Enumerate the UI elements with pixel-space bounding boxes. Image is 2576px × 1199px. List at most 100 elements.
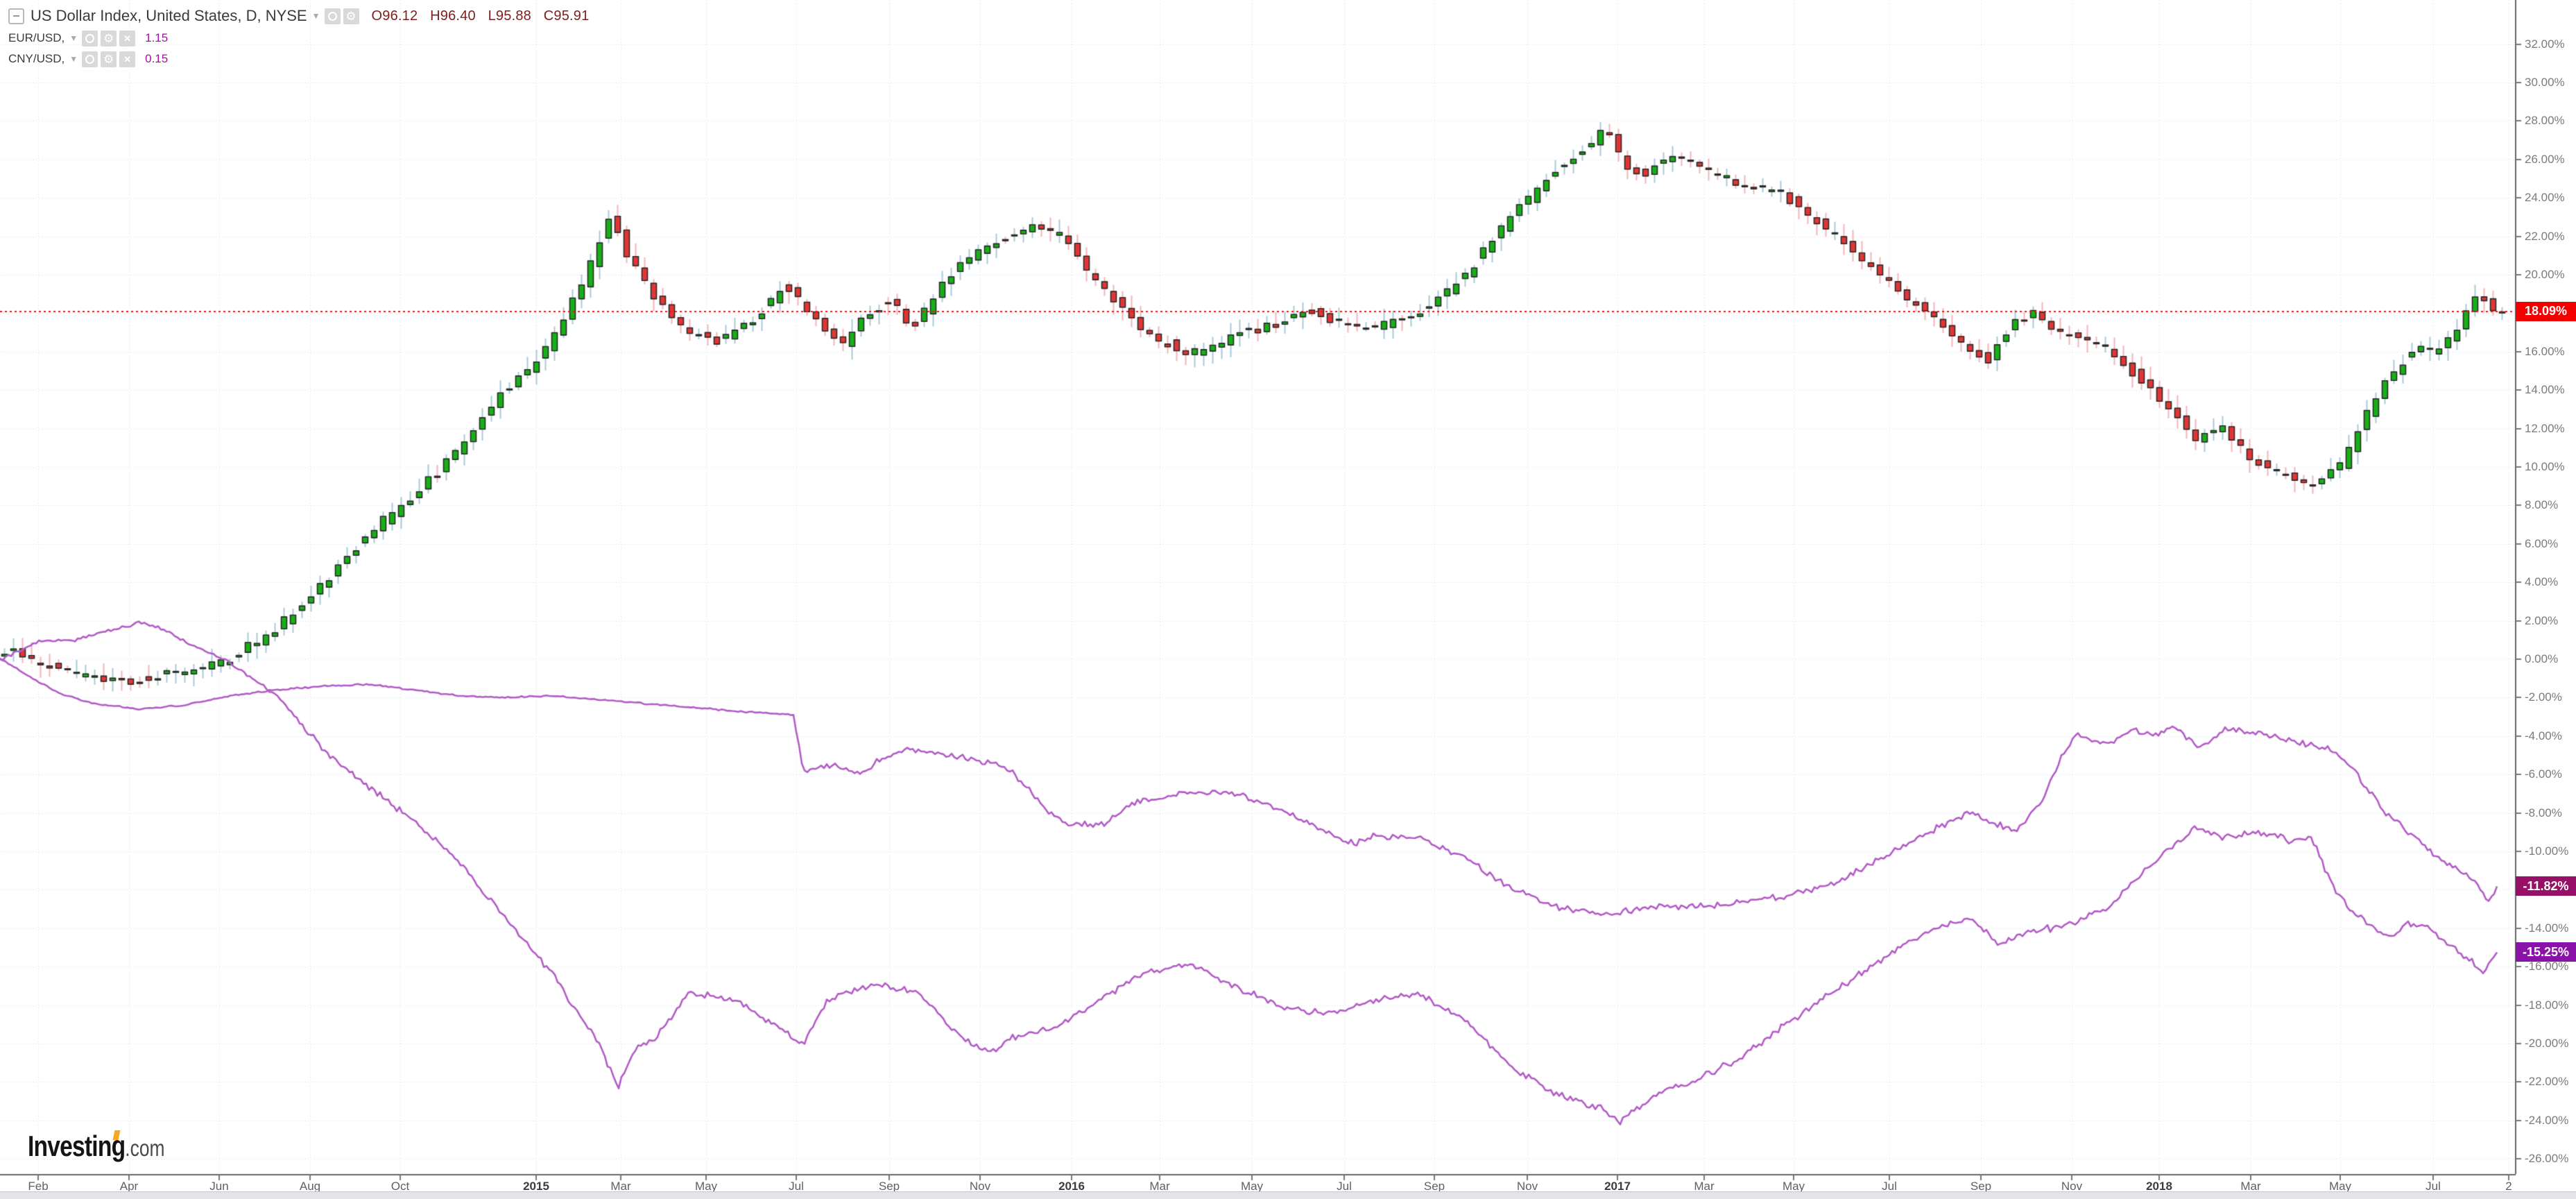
investing-logo[interactable]: Investing.com [28,1130,165,1163]
time-axis-label: Mar [2240,1180,2261,1193]
price-axis-label: 4.00% [2525,575,2559,589]
overlay-row-eurusd: EUR/USD, ▼ ⚙ ✕ 1.15 [8,28,589,49]
time-axis-label: 2 [2505,1180,2512,1193]
price-axis-label: 20.00% [2525,268,2565,281]
gear-icon: ⚙ [345,9,357,23]
settings-button[interactable]: ⚙ [101,51,117,67]
close-icon: ✕ [123,33,132,44]
gear-icon: ⚙ [103,52,114,66]
logo-brand-text: Investing [28,1130,126,1162]
time-axis-label: Nov [2061,1180,2083,1193]
last-price-badge: -11.82% [2516,876,2576,896]
price-axis-label: -14.00% [2525,921,2569,935]
time-axis-label: 2017 [1604,1180,1631,1193]
price-axis-label: -10.00% [2525,844,2569,858]
eye-icon [85,33,95,43]
settings-button[interactable]: ⚙ [101,30,117,46]
collapse-icon[interactable] [8,8,24,24]
price-axis-label: 16.00% [2525,344,2565,358]
time-axis-label: 2015 [523,1180,549,1193]
time-axis-label: 2018 [2146,1180,2172,1193]
time-axis-label: Jul [1882,1180,1897,1193]
price-axis-label: 24.00% [2525,191,2565,205]
time-axis-label: Nov [1516,1180,1538,1193]
time-axis-label: Oct [390,1180,410,1193]
time-axis-label: Mar [610,1180,631,1193]
price-axis-label: -16.00% [2525,960,2569,973]
price-axis-label: 22.00% [2525,229,2565,243]
price-axis-label: 2.00% [2525,613,2559,627]
close-icon: ✕ [123,53,132,65]
close-label: C [543,8,554,24]
time-axis-label: Jul [789,1180,804,1193]
overlay-row-cnyusd: CNY/USD, ▼ ⚙ ✕ 0.15 [8,49,589,69]
remove-button[interactable]: ✕ [119,30,136,46]
price-axis-label: 10.00% [2525,460,2565,473]
time-axis-label: May [694,1180,718,1193]
high-label: H [430,8,440,24]
low-value: 95.88 [495,8,531,24]
overlay-value: 1.15 [145,31,169,44]
price-axis-label: -22.00% [2525,1075,2569,1089]
time-axis-label: Feb [28,1180,49,1193]
visibility-button[interactable] [82,51,98,67]
chevron-down-icon[interactable]: ▼ [69,54,78,64]
eye-icon [327,11,337,21]
ohlc-readout: O96.12 H96.40 L95.88 C95.91 [372,8,590,24]
time-axis-label: Sep [878,1180,900,1193]
price-axis-label: -20.00% [2525,1037,2569,1050]
time-axis-label: Jul [2425,1180,2441,1193]
price-axis-label: 12.00% [2525,421,2565,435]
price-axis-label: 0.00% [2525,652,2559,665]
settings-button[interactable]: ⚙ [343,8,359,24]
last-price-badge: -15.25% [2516,942,2576,962]
visibility-button[interactable] [324,8,341,24]
price-axis-label: -8.00% [2525,806,2562,819]
instrument-title: US Dollar Index, United States, D, NYSE [31,7,307,24]
price-axis-label: -26.00% [2525,1152,2569,1166]
price-axis-label: 14.00% [2525,383,2565,397]
price-axis-label: 28.00% [2525,114,2565,128]
price-axis-label: 30.00% [2525,76,2565,89]
price-axis-label: 8.00% [2525,498,2559,512]
time-axis-label: May [2328,1180,2352,1193]
time-axis-label: May [1782,1180,1805,1193]
open-value: 96.12 [382,8,418,24]
chevron-down-icon[interactable]: ▼ [69,33,78,43]
bottom-scrollbar[interactable] [0,1191,2576,1199]
price-axis-label: 6.00% [2525,536,2559,550]
price-axis-label: -18.00% [2525,998,2569,1012]
instrument-row: US Dollar Index, United States, D, NYSE … [8,4,589,28]
visibility-button[interactable] [82,30,98,46]
price-axis-label: -24.00% [2525,1113,2569,1127]
price-axis-label: 26.00% [2525,152,2565,166]
price-axis-label: -4.00% [2525,729,2562,742]
time-axis-label: Mar [1694,1180,1715,1193]
eye-icon [85,54,95,64]
time-axis-label: Sep [1423,1180,1445,1193]
time-axis-label: Aug [299,1180,321,1193]
time-axis-label: Nov [969,1180,991,1193]
chart-legend: US Dollar Index, United States, D, NYSE … [8,4,589,69]
low-label: L [488,8,496,24]
time-axis-label: Jun [209,1180,229,1193]
open-label: O [371,8,383,24]
logo-tld-text: .com [125,1135,165,1161]
price-axis-label: -2.00% [2525,690,2562,704]
time-axis-label: Sep [1970,1180,1992,1193]
time-axis-label: Apr [119,1180,139,1193]
overlay-label: EUR/USD, [8,31,65,44]
price-axis-label: -6.00% [2525,767,2562,781]
time-axis-label: 2016 [1058,1180,1085,1193]
time-axis-label: May [1240,1180,1264,1193]
remove-button[interactable]: ✕ [119,51,136,67]
time-axis-label: Jul [1337,1180,1352,1193]
time-axis-label: Mar [1149,1180,1170,1193]
price-axis-label: 32.00% [2525,37,2565,51]
high-value: 96.40 [440,8,476,24]
overlay-value: 0.15 [145,52,169,65]
chevron-down-icon[interactable]: ▼ [311,11,320,21]
gear-icon: ⚙ [103,31,114,45]
